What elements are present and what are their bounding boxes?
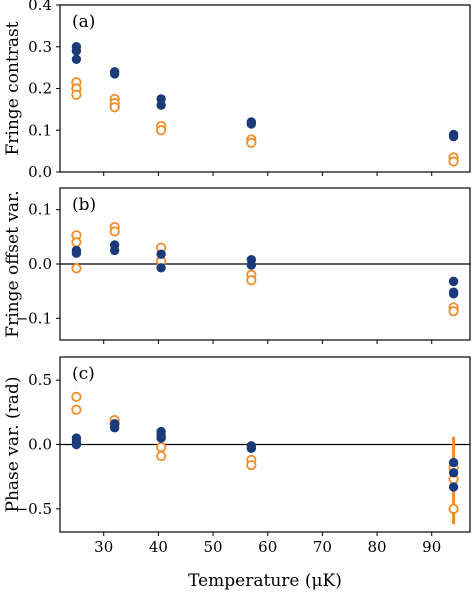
y-tick-label: 0.1 (28, 201, 52, 219)
x-tick-label: 50 (204, 538, 223, 556)
y-tick-label: 0.2 (28, 80, 52, 98)
open-point (71, 263, 82, 274)
open-point (156, 450, 167, 462)
x-axis-label: Temperature (μK) (188, 571, 342, 591)
y-tick-label: 0.3 (28, 38, 52, 56)
filled-point (109, 423, 120, 433)
panel-frame (59, 4, 471, 173)
filled-point (156, 263, 166, 273)
panel-label: (b) (72, 195, 96, 215)
x-tick-label: 70 (313, 538, 332, 556)
panel-1: 0.0 0.1 0.2 0.3 0.4 (a) Fringe contrast (3, 0, 471, 181)
open-point (246, 137, 257, 148)
open-point (246, 459, 257, 471)
y-tick-label: 0.1 (28, 121, 52, 139)
y-tick-label: 0.0 (28, 163, 52, 181)
filled-point (448, 468, 459, 478)
filled-point (448, 457, 459, 468)
open-point (156, 441, 167, 453)
panels: 0.0 0.1 0.2 0.3 0.4 (a) Fringe contrast 0.1 0.0 −… (3, 0, 471, 536)
x-tick-label: 40 (149, 538, 168, 556)
y-axis-label: Phase var. (rad) (3, 377, 23, 513)
filled-point (71, 54, 82, 64)
filled-point (156, 433, 166, 443)
open-point (71, 391, 82, 402)
x-tick-label: 90 (422, 538, 441, 556)
x-tick-label: 30 (94, 538, 113, 556)
panel-2: 0.1 0.0 −0.1 (b) Fringe offset var. (3, 187, 471, 344)
panel-3: 0.5 0.0 −0.5 (c) Phase var. (rad) (3, 356, 471, 536)
y-axis-label: Fringe offset var. (3, 190, 23, 337)
open-point (156, 125, 167, 136)
filled-point (156, 100, 166, 110)
y-tick-label: 0.0 (28, 436, 52, 454)
filled-point (246, 443, 257, 454)
open-point (71, 237, 82, 248)
open-point (448, 503, 459, 514)
x-tick-label: 80 (368, 538, 387, 556)
filled-point (109, 69, 120, 79)
y-tick-label: −0.5 (16, 500, 52, 518)
filled-point (71, 248, 82, 258)
y-tick-label: 0.0 (28, 255, 52, 273)
open-point (71, 404, 82, 415)
filled-point (109, 245, 120, 256)
open-point (71, 89, 82, 100)
open-point (448, 156, 459, 167)
x-tick-label: 60 (258, 538, 277, 556)
filled-point (448, 131, 459, 142)
filled-point (448, 482, 459, 492)
open-point (109, 226, 120, 237)
y-tick-label: 0.4 (28, 0, 52, 14)
filled-point (156, 249, 166, 259)
filled-point (246, 119, 257, 129)
x-axis: 30 40 50 60 70 80 90 (94, 538, 441, 556)
y-tick-label: −0.1 (16, 309, 52, 327)
filled-point (246, 260, 257, 270)
filled-point (71, 46, 82, 56)
filled-point (448, 289, 459, 299)
panel-label: (a) (72, 12, 95, 32)
open-point (109, 102, 120, 113)
filled-point (71, 439, 82, 450)
filled-point (448, 276, 459, 287)
panel-label: (c) (72, 364, 95, 384)
y-axis-label: Fringe contrast (3, 21, 23, 155)
open-point (448, 306, 459, 317)
open-point (246, 275, 257, 286)
y-tick-label: 0.5 (28, 371, 52, 389)
